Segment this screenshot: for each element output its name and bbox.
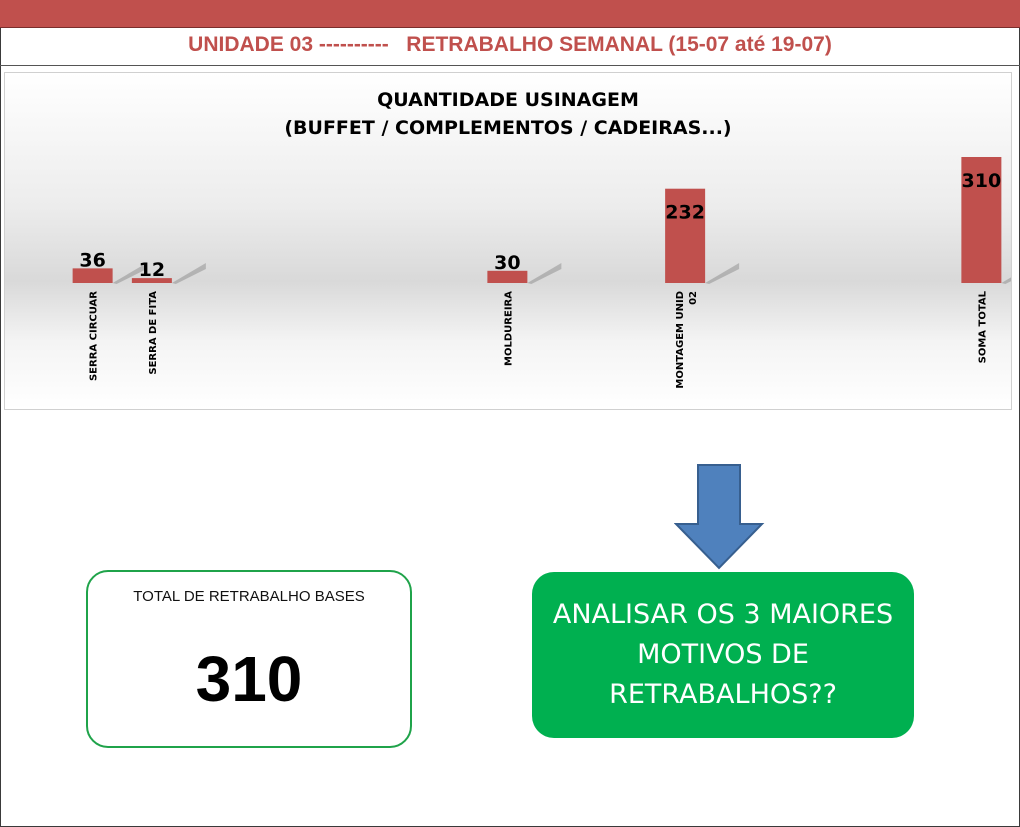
bar-shadow (527, 263, 562, 284)
bars-group: 36 SERRA CIRCUAR 12 SERRA DE FITA 30 MOLDUREI… (72, 157, 1011, 389)
data-label: 232 (665, 202, 705, 224)
bar (665, 188, 706, 283)
data-label: 12 (139, 259, 165, 281)
bar (72, 268, 113, 283)
bar (487, 270, 528, 283)
tick-label-line: MONTAGEM UNID (675, 291, 686, 389)
chart-subtitle: (BUFFET / COMPLEMENTOS / CADEIRAS...) (284, 117, 731, 139)
tick-label: MONTAGEM UNID 02 (675, 291, 699, 389)
bar-shadow (112, 263, 147, 284)
data-label: 310 (962, 170, 1002, 192)
tick-label-line: SERRA CIRCUAR (89, 291, 100, 381)
total-label: TOTAL DE RETRABALHO BASES (133, 588, 365, 605)
total-card: TOTAL DE RETRABALHO BASES 310 (86, 570, 412, 748)
top-band (0, 0, 1020, 28)
analysis-text: ANALISAR OS 3 MAIORES MOTIVOS DE RETRABA… (552, 599, 894, 710)
tick-label-line: SOMA TOTAL (977, 290, 988, 363)
tick-label-line: 02 (688, 291, 699, 305)
bar-shadow (1001, 277, 1011, 284)
bar (131, 278, 172, 283)
tick-label: SERRA CIRCUAR (89, 291, 100, 381)
tick-label: SOMA TOTAL (977, 290, 988, 363)
tick-label-line: SERRA DE FITA (148, 291, 159, 375)
bar-shadow (171, 263, 206, 284)
total-value: 310 (195, 643, 303, 715)
chart-panel: QUANTIDADE USINAGEM (BUFFET / COMPLEMENT… (4, 72, 1012, 410)
bar (961, 157, 1002, 283)
bar-shadow (705, 263, 740, 284)
tick-label: SERRA DE FITA (148, 291, 159, 375)
tick-label: MOLDUREIRA (503, 291, 514, 366)
analysis-callout: ANALISAR OS 3 MAIORES MOTIVOS DE RETRABA… (532, 572, 914, 738)
page-title: UNIDADE 03 ---------- RETRABALHO SEMANAL… (188, 33, 832, 56)
data-label: 30 (494, 252, 520, 274)
bar-chart: QUANTIDADE USINAGEM (BUFFET / COMPLEMENT… (72, 89, 1011, 389)
header-divider (0, 65, 1020, 66)
tick-label-line: MOLDUREIRA (503, 291, 514, 366)
data-label: 36 (79, 249, 105, 271)
chart-title: QUANTIDADE USINAGEM (377, 89, 639, 111)
arrow-down-icon (674, 464, 765, 570)
